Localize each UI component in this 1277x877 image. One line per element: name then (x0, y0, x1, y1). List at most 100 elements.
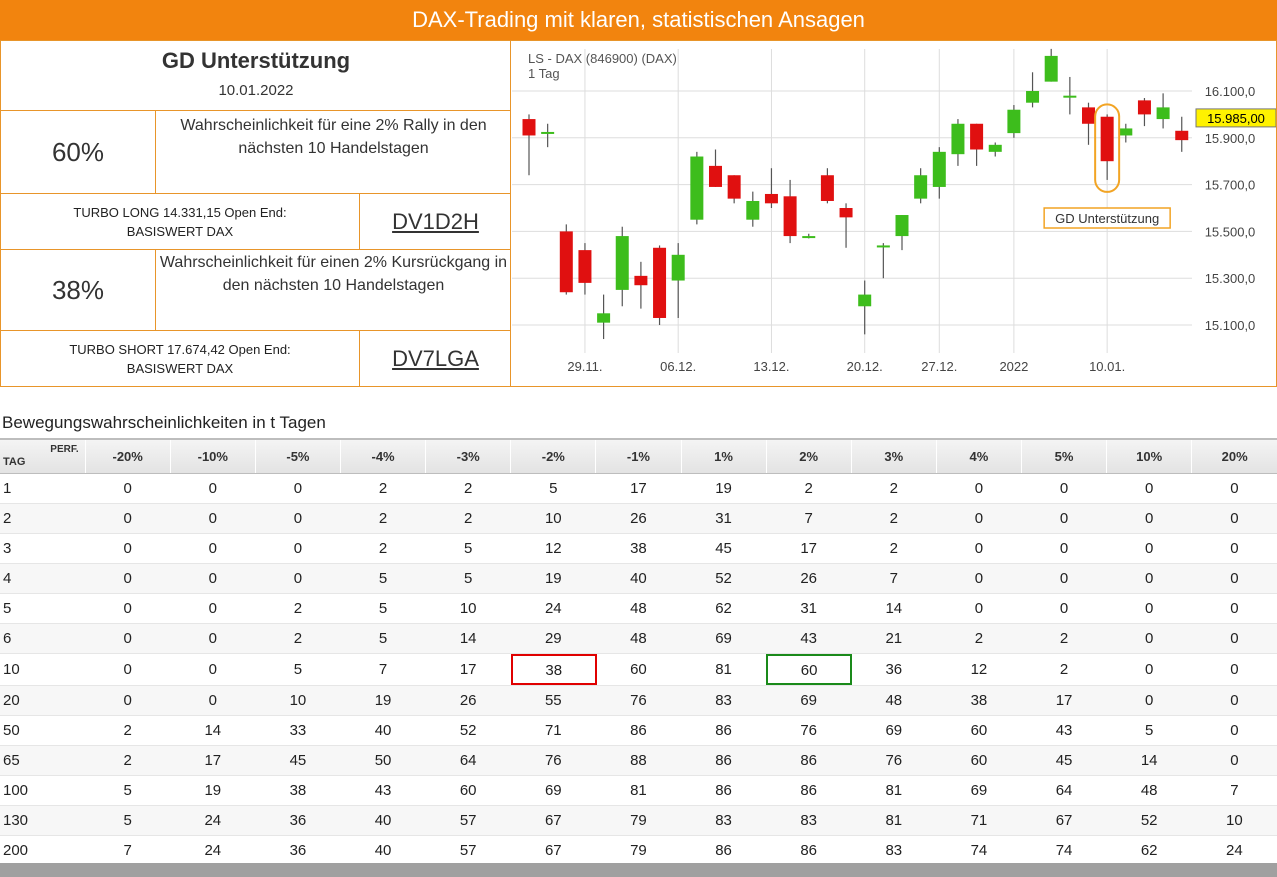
row-tag: 1 (0, 473, 86, 504)
short-wkn-link[interactable]: DV7LGA (392, 346, 479, 371)
table-cell: 0 (1191, 745, 1277, 776)
table-cell: 2 (936, 623, 1022, 654)
current-price-tag (1195, 108, 1276, 128)
long-wkn-link[interactable]: DV1D2H (392, 208, 479, 234)
candle-body-up (951, 123, 965, 155)
table-cell: 62 (1106, 835, 1192, 866)
short-product: TURBO SHORT 17.674,42 Open End: BASISWER… (1, 331, 360, 387)
table-cell: 86 (766, 745, 852, 776)
table-row: 4 0 0 0 5 5 19 40 52 26 7 0 0 0 0 (0, 563, 1277, 594)
table-cell: 0 (1021, 473, 1107, 504)
table-cell: 7 (766, 503, 852, 534)
table-cell: 2 (85, 745, 171, 776)
table-cell: 79 (595, 805, 681, 836)
table-cell: 5 (425, 533, 511, 564)
table-cell: 36 (255, 835, 341, 866)
column-header: -1% (595, 438, 681, 474)
table-cell: 17 (170, 745, 256, 776)
table-row: 6 0 0 2 5 14 29 48 69 43 21 2 2 0 0 (0, 623, 1277, 654)
page-banner: DAX-Trading mit klaren, statistischen An… (0, 0, 1277, 40)
table-cell: 40 (340, 835, 426, 866)
candle-body-down (1175, 130, 1189, 141)
table-cell: 0 (1191, 593, 1277, 624)
table-cell: 2 (1021, 653, 1107, 686)
table-cell: 50 (340, 745, 426, 776)
table-row: 3 0 0 0 2 5 12 38 45 17 2 0 0 0 0 (0, 533, 1277, 564)
chart-annotation: GD Unterstützung (1043, 103, 1171, 229)
table-cell: 0 (936, 533, 1022, 564)
long-description: Wahrscheinlichkeit für eine 2% Rally in … (156, 111, 511, 194)
table-cell: 0 (1106, 473, 1192, 504)
long-wkn-cell: DV1D2H (360, 194, 511, 250)
chart-candles (522, 48, 1189, 340)
table-cell: 24 (510, 593, 596, 624)
table-cell: 7 (851, 563, 937, 594)
table-cell: 0 (255, 563, 341, 594)
chart-title: LS - DAX (846900) (DAX) (528, 51, 677, 66)
table-cell: 0 (1106, 563, 1192, 594)
table-cell: 0 (936, 593, 1022, 624)
table-cell: 43 (1021, 715, 1107, 746)
candle-body-up (690, 156, 704, 220)
table-cell: 5 (85, 775, 171, 806)
candle-body-down (653, 247, 667, 318)
x-tick-label: 27.12. (921, 359, 957, 374)
table-cell: 69 (936, 775, 1022, 806)
column-header: -4% (339, 438, 426, 474)
table-cell: 43 (766, 623, 852, 654)
candle-body-up (615, 236, 629, 290)
table-cell: 76 (766, 715, 852, 746)
table-cell: 2 (340, 503, 426, 534)
table-cell: 0 (1191, 685, 1277, 716)
long-product-line2: BASISWERT DAX (126, 223, 234, 239)
table-cell: 0 (1021, 503, 1107, 534)
table-cell: 83 (851, 835, 937, 866)
candle-body-up (746, 200, 760, 220)
table-cell: 45 (255, 745, 341, 776)
table-cell: 17 (595, 473, 681, 504)
table-cell: 86 (766, 775, 852, 806)
table-cell: 69 (510, 775, 596, 806)
table-cell: 31 (766, 593, 852, 624)
candle-body-up (895, 215, 909, 237)
row-tag: 2 (0, 503, 86, 534)
table-cell: 0 (1106, 685, 1192, 716)
table-cell: 86 (766, 835, 852, 866)
probability-table-caption: Bewegungswahrscheinlichkeiten in t Tagen (2, 413, 326, 432)
table-cell: 81 (851, 775, 937, 806)
table-row: 2 0 0 0 2 2 10 26 31 7 2 0 0 0 0 (0, 503, 1277, 534)
short-wkn-cell: DV7LGA (360, 331, 511, 387)
candle-body-down (634, 275, 648, 286)
row-tag: 50 (0, 715, 86, 746)
table-cell: 48 (595, 623, 681, 654)
table-cell: 40 (340, 715, 426, 746)
table-row: 100 5 19 38 43 60 69 81 86 86 81 69 64 48 7 (0, 775, 1277, 806)
x-tick-label: 06.12. (660, 359, 696, 374)
table-cell: 2 (340, 533, 426, 564)
table-cell: 0 (1021, 563, 1107, 594)
column-header: -20% (84, 438, 171, 474)
table-cell: 36 (255, 805, 341, 836)
table-cell: 2 (851, 533, 937, 564)
table-cell: 86 (681, 715, 767, 746)
short-probability: 38% (1, 250, 156, 331)
x-tick-label: 10.01. (1089, 359, 1125, 374)
table-row: 5 0 0 2 5 10 24 48 62 31 14 0 0 0 0 (0, 593, 1277, 624)
x-tick-label: 20.12. (847, 359, 883, 374)
table-cell: 45 (681, 533, 767, 564)
table-cell: 0 (1191, 503, 1277, 534)
table-cell: 0 (255, 473, 341, 504)
short-description-text: Wahrscheinlichkeit für einen 2% Kursrück… (159, 254, 508, 294)
table-cell: 0 (1106, 503, 1192, 534)
table-cell: 60 (595, 653, 681, 686)
table-cell: 0 (85, 685, 171, 716)
table-cell: 5 (510, 473, 596, 504)
long-probability: 60% (1, 111, 156, 194)
table-cell: 0 (255, 533, 341, 564)
panel-title: GD Unterstützung (161, 48, 351, 73)
table-cell: 2 (851, 473, 937, 504)
candle-body-up (1007, 109, 1021, 134)
y-tick-label: 15.500,0 (1205, 224, 1256, 239)
table-cell: 86 (681, 745, 767, 776)
y-tick-label: 15.900,0 (1205, 131, 1256, 146)
